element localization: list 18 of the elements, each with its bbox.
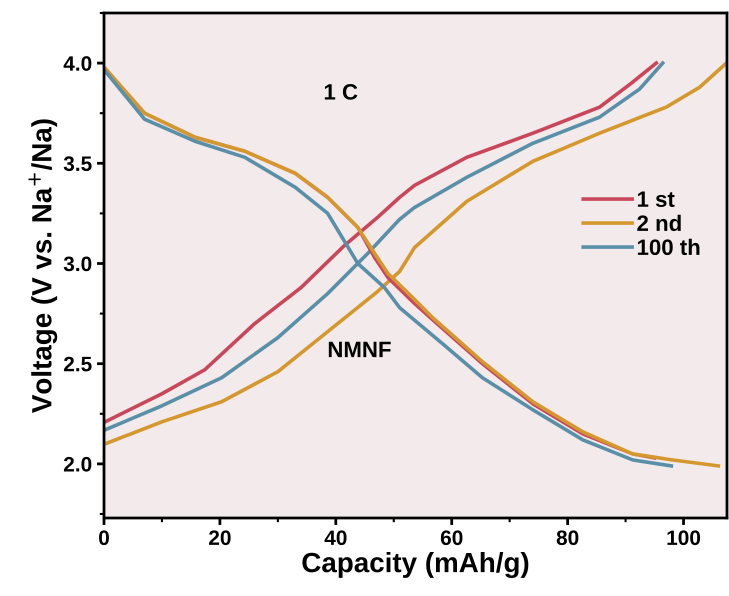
legend-label: 2 nd <box>637 214 681 232</box>
y-tick-label: 4.0 <box>64 56 92 71</box>
x-tick-label: 0 <box>99 530 109 546</box>
annotation: NMNF <box>328 342 391 358</box>
legend-label: 1 st <box>638 192 675 208</box>
x-tick-label: 20 <box>209 530 231 546</box>
x-tick-label: 100 <box>667 530 700 546</box>
y-axis-title: Voltage (V vs. Na$^{+}$/Na) <box>28 119 58 413</box>
x-tick-label: 60 <box>440 530 462 546</box>
x-tick-label: 40 <box>324 530 347 546</box>
y-tick-label: 3.5 <box>64 156 92 172</box>
x-axis-title: Capacity (mAh/g) <box>302 552 528 578</box>
annotation: 1 C <box>324 84 358 100</box>
y-tick-label: 2.0 <box>64 456 92 472</box>
x-tick-label: 80 <box>556 530 578 546</box>
y-tick-label: 3.0 <box>64 256 92 272</box>
legend-label: 100 th <box>638 238 700 256</box>
y-tick-label: 2.5 <box>64 356 92 372</box>
